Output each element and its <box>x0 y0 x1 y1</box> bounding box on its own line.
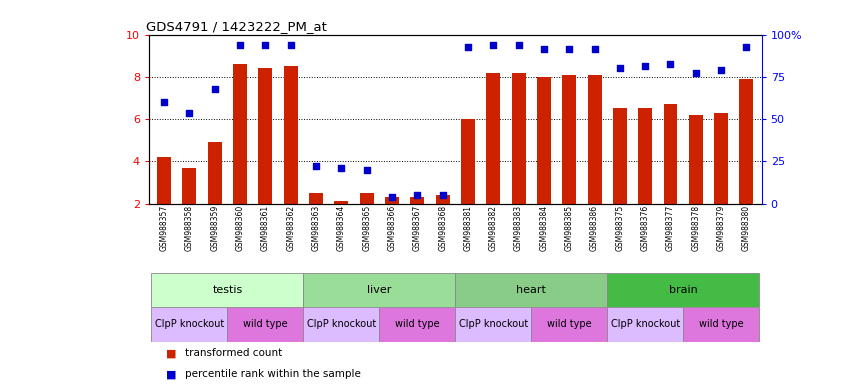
Bar <box>511 73 526 204</box>
Bar <box>151 307 227 342</box>
Bar <box>563 74 576 204</box>
Bar <box>608 273 759 307</box>
Text: transformed count: transformed count <box>185 348 282 358</box>
Bar <box>380 307 455 342</box>
Bar <box>436 195 449 204</box>
Point <box>259 42 272 48</box>
Bar <box>461 119 475 204</box>
Bar <box>613 108 627 204</box>
Bar <box>455 273 608 307</box>
Point <box>157 99 171 105</box>
Bar <box>157 157 171 204</box>
Bar <box>227 307 303 342</box>
Bar <box>233 64 247 204</box>
Point <box>309 162 323 169</box>
Point <box>334 164 348 170</box>
Text: wild type: wild type <box>547 319 591 329</box>
Point <box>487 42 500 48</box>
Bar <box>208 142 222 204</box>
Text: ClpP knockout: ClpP knockout <box>155 319 224 329</box>
Text: ClpP knockout: ClpP knockout <box>459 319 528 329</box>
Point <box>208 86 221 93</box>
Text: liver: liver <box>367 285 391 295</box>
Bar <box>385 197 399 204</box>
Point <box>664 61 677 67</box>
Point <box>410 192 424 198</box>
Bar <box>608 307 683 342</box>
Text: testis: testis <box>212 285 243 295</box>
Bar <box>283 66 298 204</box>
Point <box>714 67 728 73</box>
Text: GDS4791 / 1423222_PM_at: GDS4791 / 1423222_PM_at <box>146 20 327 33</box>
Point <box>588 46 602 52</box>
Text: brain: brain <box>669 285 698 295</box>
Point <box>613 65 626 71</box>
Bar <box>740 79 753 204</box>
Text: ■: ■ <box>166 369 176 379</box>
Point <box>233 42 247 48</box>
Text: ClpP knockout: ClpP knockout <box>306 319 376 329</box>
Point <box>461 44 475 50</box>
Text: wild type: wild type <box>395 319 440 329</box>
Bar <box>182 167 197 204</box>
Point <box>511 42 525 48</box>
Point <box>689 70 703 76</box>
Point <box>360 167 374 173</box>
Text: wild type: wild type <box>699 319 744 329</box>
Point <box>183 109 197 116</box>
Text: wild type: wild type <box>243 319 288 329</box>
Bar <box>683 307 759 342</box>
Bar <box>638 108 652 204</box>
Point <box>436 192 449 198</box>
Bar <box>531 307 608 342</box>
Point <box>386 194 399 200</box>
Bar <box>664 104 677 204</box>
Bar <box>486 73 500 204</box>
Text: percentile rank within the sample: percentile rank within the sample <box>185 369 361 379</box>
Bar <box>309 193 323 204</box>
Text: ■: ■ <box>166 348 176 358</box>
Bar <box>303 307 380 342</box>
Text: heart: heart <box>517 285 546 295</box>
Bar <box>259 68 272 204</box>
Bar <box>455 307 531 342</box>
Point <box>638 63 652 69</box>
Bar <box>410 197 425 204</box>
Bar <box>303 273 455 307</box>
Bar <box>688 115 703 204</box>
Text: ClpP knockout: ClpP knockout <box>610 319 680 329</box>
Bar <box>360 193 374 204</box>
Bar <box>587 74 602 204</box>
Bar <box>714 113 728 204</box>
Point <box>284 42 298 48</box>
Point <box>537 46 551 52</box>
Bar <box>151 273 303 307</box>
Point <box>563 46 576 52</box>
Point <box>740 44 753 50</box>
Bar <box>334 201 348 204</box>
Bar <box>537 77 551 204</box>
